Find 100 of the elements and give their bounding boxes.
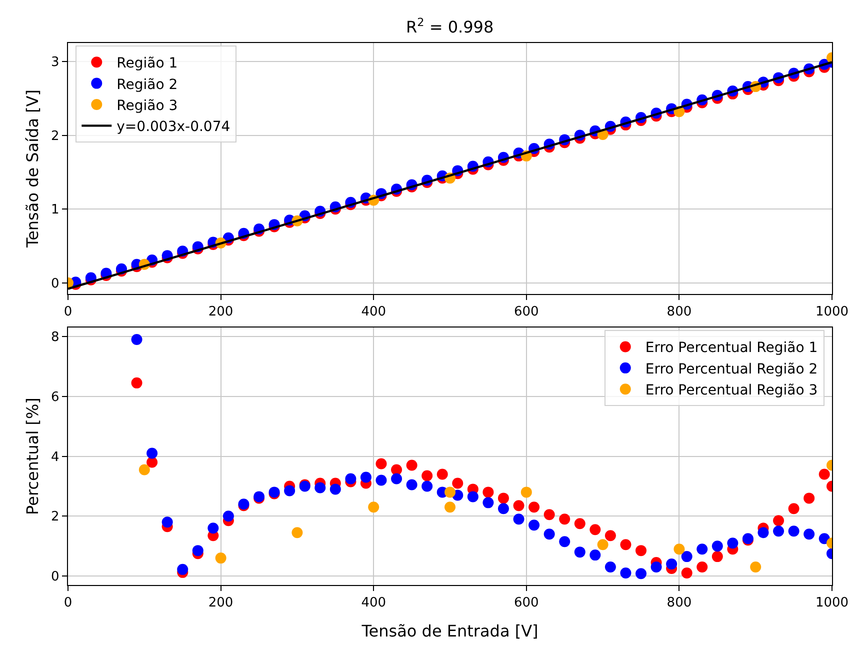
x-tick-label: 400 bbox=[361, 304, 386, 320]
point bbox=[444, 486, 456, 498]
point bbox=[544, 509, 555, 520]
point bbox=[520, 486, 532, 498]
point bbox=[452, 478, 464, 489]
point bbox=[750, 562, 762, 573]
point bbox=[574, 518, 586, 530]
x-tick-label: 200 bbox=[208, 596, 234, 611]
chart-title: R$^{2}$ = 0.998 bbox=[406, 16, 494, 37]
point bbox=[192, 545, 204, 556]
point bbox=[391, 464, 402, 476]
point bbox=[559, 536, 570, 548]
point bbox=[636, 545, 646, 556]
point bbox=[597, 539, 608, 550]
point bbox=[788, 503, 800, 514]
point bbox=[590, 524, 601, 536]
point bbox=[406, 460, 418, 471]
point bbox=[222, 510, 234, 522]
x-tick-label: 1000 bbox=[815, 596, 849, 611]
point bbox=[758, 527, 769, 538]
point bbox=[131, 377, 142, 388]
y-axis-title: Tensão de Saída [V] bbox=[22, 89, 42, 248]
point bbox=[804, 492, 815, 504]
point bbox=[436, 468, 448, 480]
point bbox=[314, 482, 326, 494]
point bbox=[162, 516, 173, 528]
point bbox=[544, 528, 555, 540]
legend-label: y=0.003x-0.074 bbox=[116, 119, 230, 136]
point bbox=[681, 551, 692, 562]
legend-label: Erro Percentual Região 1 bbox=[645, 340, 818, 356]
point bbox=[773, 515, 784, 526]
x-tick-label: 0 bbox=[64, 596, 72, 611]
point bbox=[528, 502, 540, 513]
point bbox=[146, 456, 158, 468]
point bbox=[590, 550, 601, 561]
point bbox=[513, 500, 524, 512]
point bbox=[138, 464, 150, 476]
point bbox=[528, 520, 540, 531]
point bbox=[284, 485, 296, 496]
point bbox=[444, 502, 456, 513]
point bbox=[620, 568, 632, 579]
y-tick-label: 8 bbox=[51, 330, 60, 346]
x-tick-label: 800 bbox=[666, 304, 692, 320]
point bbox=[636, 568, 646, 580]
point bbox=[650, 562, 662, 573]
point bbox=[482, 486, 494, 498]
x-tick-label: 400 bbox=[361, 596, 386, 611]
y-axis-title: Percentual [%] bbox=[22, 398, 42, 515]
point bbox=[292, 527, 303, 538]
point bbox=[131, 334, 142, 346]
point bbox=[208, 522, 219, 534]
point bbox=[712, 540, 723, 552]
y-tick-label: 3 bbox=[51, 55, 60, 70]
point bbox=[559, 514, 570, 525]
point bbox=[604, 530, 616, 542]
point bbox=[574, 546, 586, 558]
x-tick-label: 600 bbox=[514, 596, 539, 611]
x-tick-label: 1000 bbox=[815, 304, 849, 320]
x-tick-label: 600 bbox=[514, 304, 539, 320]
legend-label: Erro Percentual Região 3 bbox=[645, 382, 818, 399]
y-tick-label: 1 bbox=[51, 202, 60, 218]
point bbox=[674, 544, 685, 555]
point bbox=[696, 544, 708, 555]
y-tick-label: 0 bbox=[51, 570, 60, 585]
legend-label: Região 2 bbox=[116, 76, 178, 93]
x-tick-label: 200 bbox=[208, 304, 234, 320]
point bbox=[376, 474, 387, 486]
point bbox=[376, 458, 387, 470]
point bbox=[422, 480, 433, 492]
legend-label: Erro Percentual Região 2 bbox=[645, 361, 818, 378]
point bbox=[712, 551, 723, 562]
y-tick-label: 2 bbox=[51, 510, 60, 525]
point bbox=[773, 526, 784, 537]
point bbox=[804, 528, 815, 540]
y-tick-label: 4 bbox=[51, 450, 60, 465]
y-tick-label: 6 bbox=[51, 390, 60, 405]
point bbox=[666, 558, 678, 570]
point bbox=[422, 470, 433, 482]
point bbox=[788, 526, 800, 537]
y-tick-label: 0 bbox=[51, 276, 60, 292]
point bbox=[406, 479, 418, 490]
point bbox=[360, 472, 372, 483]
x-tick-label: 0 bbox=[64, 304, 72, 320]
point bbox=[498, 503, 509, 514]
point bbox=[368, 502, 380, 513]
point bbox=[696, 562, 708, 573]
point bbox=[681, 568, 692, 579]
point bbox=[177, 564, 188, 575]
point bbox=[146, 448, 158, 459]
point bbox=[482, 497, 494, 508]
point bbox=[215, 552, 226, 564]
point bbox=[330, 484, 341, 495]
legend-label: Região 1 bbox=[116, 56, 178, 72]
point bbox=[818, 468, 830, 480]
x-tick-label: 800 bbox=[666, 596, 692, 611]
point bbox=[345, 473, 356, 484]
point bbox=[498, 492, 509, 504]
y-tick-label: 2 bbox=[51, 128, 60, 144]
point bbox=[727, 538, 738, 549]
legend-label: Região 3 bbox=[116, 98, 178, 114]
